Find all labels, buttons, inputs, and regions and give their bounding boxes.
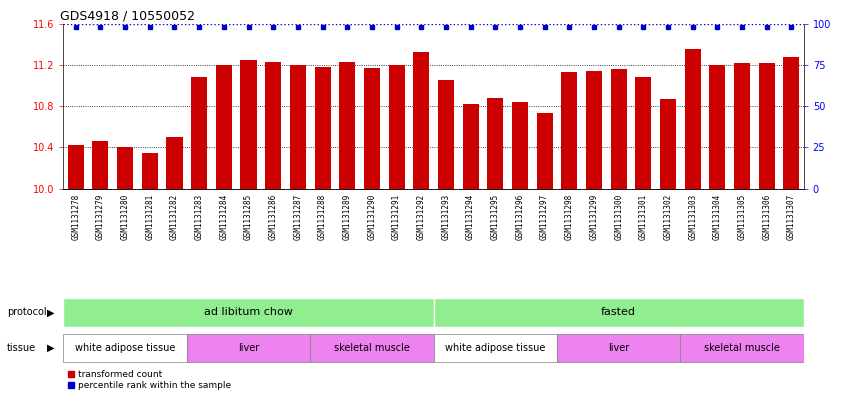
Bar <box>611 69 627 189</box>
Text: GSM1131298: GSM1131298 <box>565 194 574 240</box>
Text: GSM1131288: GSM1131288 <box>318 194 327 240</box>
Text: GSM1131299: GSM1131299 <box>590 194 598 240</box>
Text: GSM1131292: GSM1131292 <box>417 194 426 240</box>
Bar <box>635 77 651 189</box>
Bar <box>315 67 331 189</box>
Bar <box>487 98 503 189</box>
Bar <box>388 65 404 189</box>
Bar <box>63 298 433 327</box>
Text: GSM1131297: GSM1131297 <box>540 194 549 240</box>
Bar <box>290 65 306 189</box>
Text: GSM1131293: GSM1131293 <box>442 194 450 240</box>
Text: GSM1131306: GSM1131306 <box>762 194 772 240</box>
Text: skeletal muscle: skeletal muscle <box>334 343 409 353</box>
Bar <box>433 334 557 362</box>
Text: GSM1131294: GSM1131294 <box>466 194 475 240</box>
Text: GSM1131284: GSM1131284 <box>219 194 228 240</box>
Bar <box>759 63 775 189</box>
Bar <box>512 102 528 189</box>
Bar <box>561 72 577 189</box>
Text: ▶: ▶ <box>47 343 54 353</box>
Text: GSM1131279: GSM1131279 <box>96 194 105 240</box>
Text: GSM1131286: GSM1131286 <box>269 194 277 240</box>
Text: liver: liver <box>608 343 629 353</box>
Bar <box>265 62 281 189</box>
Text: ad libitum chow: ad libitum chow <box>204 307 293 318</box>
Text: tissue: tissue <box>7 343 36 353</box>
Bar <box>433 298 804 327</box>
Text: GSM1131278: GSM1131278 <box>71 194 80 240</box>
Text: GSM1131304: GSM1131304 <box>713 194 722 240</box>
Text: GSM1131289: GSM1131289 <box>343 194 352 240</box>
Text: GSM1131280: GSM1131280 <box>121 194 129 240</box>
Bar <box>734 63 750 189</box>
Text: protocol: protocol <box>7 307 47 318</box>
Text: GSM1131290: GSM1131290 <box>367 194 376 240</box>
Text: GSM1131302: GSM1131302 <box>663 194 673 240</box>
Text: GSM1131281: GSM1131281 <box>146 194 154 240</box>
Text: GSM1131307: GSM1131307 <box>787 194 796 240</box>
Text: GSM1131295: GSM1131295 <box>491 194 500 240</box>
Bar <box>783 57 799 189</box>
Bar <box>438 80 454 189</box>
Text: fasted: fasted <box>602 307 636 318</box>
Bar <box>187 334 310 362</box>
Bar <box>557 334 680 362</box>
Bar <box>684 50 700 189</box>
Text: GSM1131282: GSM1131282 <box>170 194 179 240</box>
Bar <box>68 145 84 189</box>
Bar <box>216 65 232 189</box>
Text: GSM1131305: GSM1131305 <box>738 194 746 240</box>
Text: GSM1131301: GSM1131301 <box>639 194 648 240</box>
Text: GSM1131287: GSM1131287 <box>294 194 302 240</box>
Bar <box>92 141 108 189</box>
Text: ▶: ▶ <box>47 307 54 318</box>
Text: white adipose tissue: white adipose tissue <box>75 343 175 353</box>
Text: GDS4918 / 10550052: GDS4918 / 10550052 <box>60 9 195 22</box>
Bar <box>413 52 429 189</box>
Bar <box>660 99 676 189</box>
Bar <box>191 77 207 189</box>
Bar <box>339 62 355 189</box>
Text: GSM1131296: GSM1131296 <box>515 194 525 240</box>
Text: GSM1131285: GSM1131285 <box>244 194 253 240</box>
Bar <box>240 60 256 189</box>
Bar <box>364 68 380 189</box>
Bar <box>310 334 433 362</box>
Text: GSM1131291: GSM1131291 <box>392 194 401 240</box>
Bar <box>167 137 183 189</box>
Text: liver: liver <box>238 343 259 353</box>
Bar <box>586 71 602 189</box>
Bar <box>536 113 552 189</box>
Text: white adipose tissue: white adipose tissue <box>445 343 546 353</box>
Bar <box>463 104 479 189</box>
Bar <box>117 147 133 189</box>
Text: skeletal muscle: skeletal muscle <box>704 343 780 353</box>
Text: GSM1131283: GSM1131283 <box>195 194 204 240</box>
Bar <box>680 334 804 362</box>
Bar <box>142 152 158 189</box>
Text: GSM1131303: GSM1131303 <box>688 194 697 240</box>
Text: GSM1131300: GSM1131300 <box>614 194 624 240</box>
Legend: transformed count, percentile rank within the sample: transformed count, percentile rank withi… <box>68 370 231 390</box>
Bar <box>709 65 725 189</box>
Bar <box>63 334 187 362</box>
